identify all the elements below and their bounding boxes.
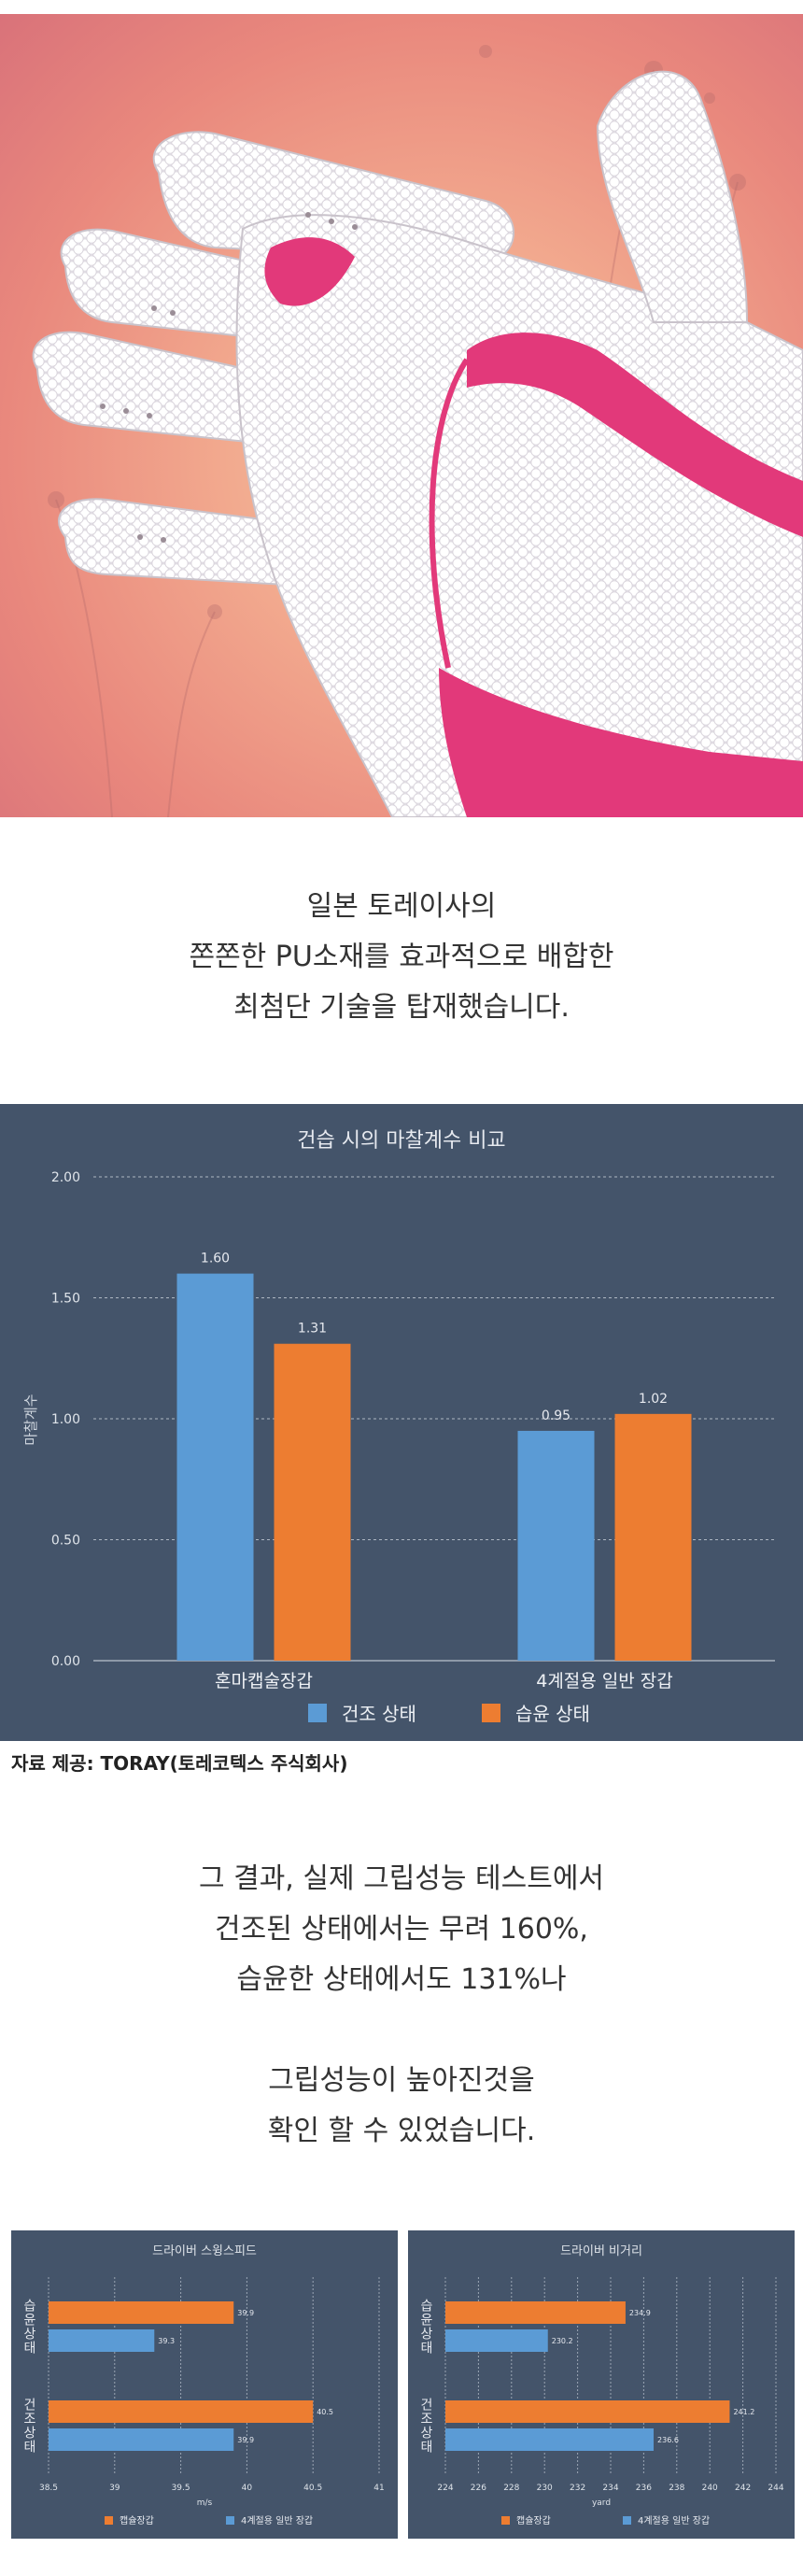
bar-capsule-glove <box>49 2301 234 2324</box>
chart-title: 드라이버 스윙스피드 <box>152 2243 257 2258</box>
x-tick-label: 232 <box>570 2484 585 2493</box>
bar-value-label: 230.2 <box>552 2337 573 2345</box>
x-tick-label: 234 <box>602 2484 618 2493</box>
x-tick-label: 40 <box>242 2484 253 2493</box>
chart-title: 건습 시의 마찰계수 비교 <box>297 1129 505 1153</box>
x-tick-label: 236 <box>636 2484 652 2493</box>
y-tick-label: 1.00 <box>51 1412 80 1427</box>
legend-label: 습윤 상태 <box>515 1703 590 1725</box>
friction-coefficient-chart: 건습 시의 마찰계수 비교 마찰계수 0.00 0.50 1.00 1.50 2.00 … <box>0 1104 803 1741</box>
bar-value-label: 241.2 <box>733 2408 754 2416</box>
legend-swatch <box>623 2516 631 2525</box>
bar-value-label: 1.31 <box>298 1322 327 1337</box>
bar-wet <box>614 1413 692 1661</box>
x-tick-label: 226 <box>471 2484 486 2493</box>
bar-regular-glove <box>49 2329 155 2352</box>
x-tick-label: 40.5 <box>303 2484 322 2493</box>
intro-copy: 일본 토레이사의 쫀쫀한 PU소재를 효과적으로 배합한 최첨단 기술을 탑재했… <box>0 882 803 1033</box>
driver-distance-chart: 드라이버 비거리 224 226 228 230 232 234 236 238 240 242 24… <box>408 2230 795 2539</box>
bar-value-label: 39.9 <box>237 2436 254 2444</box>
intro-line-1: 일본 토레이사의 <box>306 890 497 923</box>
bar-capsule-glove <box>445 2400 730 2423</box>
x-tick-label: 244 <box>768 2484 783 2493</box>
bar-regular-glove <box>49 2428 234 2451</box>
legend-swatch <box>308 1704 327 1722</box>
bar-regular-glove <box>445 2329 548 2352</box>
legend-swatch <box>482 1704 500 1722</box>
result-line-3: 습윤한 상태에서도 131%나 <box>236 1963 567 1996</box>
chart-title: 드라이버 비거리 <box>560 2244 642 2258</box>
bar-value-label: 39.3 <box>158 2337 175 2345</box>
bar-value-label: 40.5 <box>317 2408 333 2416</box>
x-tick-label: 38.5 <box>39 2484 58 2493</box>
result-line-2: 건조된 상태에서는 무려 160%, <box>215 1913 588 1946</box>
bar-dry <box>176 1273 254 1661</box>
bar-dry <box>517 1430 595 1661</box>
intro-line-3: 최첨단 기술을 탑재했습니다. <box>233 991 570 1024</box>
chart-ylabel: 마찰계수 <box>22 1394 39 1445</box>
source-note: 자료 제공: TORAY(토레코텍스 주식회사) <box>11 1752 348 1775</box>
legend-label: 4계절용 일반 장갑 <box>638 2514 710 2526</box>
bar-regular-glove <box>445 2428 655 2451</box>
x-tick-label: 242 <box>735 2484 751 2493</box>
x-axis-label: m/s <box>197 2498 213 2508</box>
x-tick-label: 230 <box>537 2484 553 2493</box>
x-tick-label: 240 <box>702 2484 718 2493</box>
y-tick-label: 2.00 <box>51 1170 80 1185</box>
bar-value-label: 1.02 <box>639 1392 668 1407</box>
bar-capsule-glove <box>49 2400 314 2423</box>
x-axis-label: yard <box>592 2498 611 2508</box>
intro-line-2: 쫀쫀한 PU소재를 효과적으로 배합한 <box>189 941 614 973</box>
bar-value-label: 0.95 <box>542 1408 571 1423</box>
x-tick-label: 238 <box>669 2484 684 2493</box>
legend-swatch <box>105 2516 113 2525</box>
y-tick-label: 1.50 <box>51 1292 80 1307</box>
result-line-1: 그 결과, 실제 그립성능 테스트에서 <box>198 1862 605 1895</box>
x-tick-label: 224 <box>437 2484 453 2493</box>
bar-wet <box>274 1343 351 1661</box>
result-copy: 그 결과, 실제 그립성능 테스트에서 건조된 상태에서는 무려 160%, 습… <box>0 1854 803 2157</box>
x-tick-label: 228 <box>503 2484 519 2493</box>
bar-value-label: 234.9 <box>629 2309 651 2317</box>
legend-swatch <box>226 2516 234 2525</box>
x-tick-label: 41 <box>373 2484 384 2493</box>
bar-capsule-glove <box>445 2301 626 2324</box>
y-tick-label: 0.50 <box>51 1534 80 1549</box>
result-line-6: 확인 할 수 있었습니다. <box>267 2115 536 2147</box>
product-photo <box>0 14 803 817</box>
legend-label: 캡슐장갑 <box>516 2515 551 2526</box>
category-label: 4계절용 일반 장갑 <box>536 1671 673 1691</box>
x-tick-label: 39.5 <box>172 2484 190 2493</box>
result-line-5: 그립성능이 높아진것을 <box>268 2064 535 2097</box>
y-tick-label: 0.00 <box>51 1654 80 1669</box>
bar-value-label: 236.6 <box>657 2436 679 2444</box>
category-label: 혼마캡술장갑 <box>215 1671 313 1691</box>
legend-label: 캡슐장갑 <box>120 2515 154 2526</box>
legend-label: 4계절용 일반 장갑 <box>241 2514 313 2526</box>
swing-speed-chart: 드라이버 스윙스피드 38.5 39 39.5 40 40.5 41 m/s 39.9 39.3 습… <box>11 2230 398 2539</box>
legend-swatch <box>501 2516 510 2525</box>
result-line-4 <box>0 2005 803 2056</box>
bar-value-label: 39.9 <box>237 2309 254 2317</box>
x-tick-label: 39 <box>109 2484 120 2493</box>
legend-label: 건조 상태 <box>342 1703 416 1725</box>
golf-glove-illustration <box>32 45 803 817</box>
bar-value-label: 1.60 <box>201 1252 230 1267</box>
